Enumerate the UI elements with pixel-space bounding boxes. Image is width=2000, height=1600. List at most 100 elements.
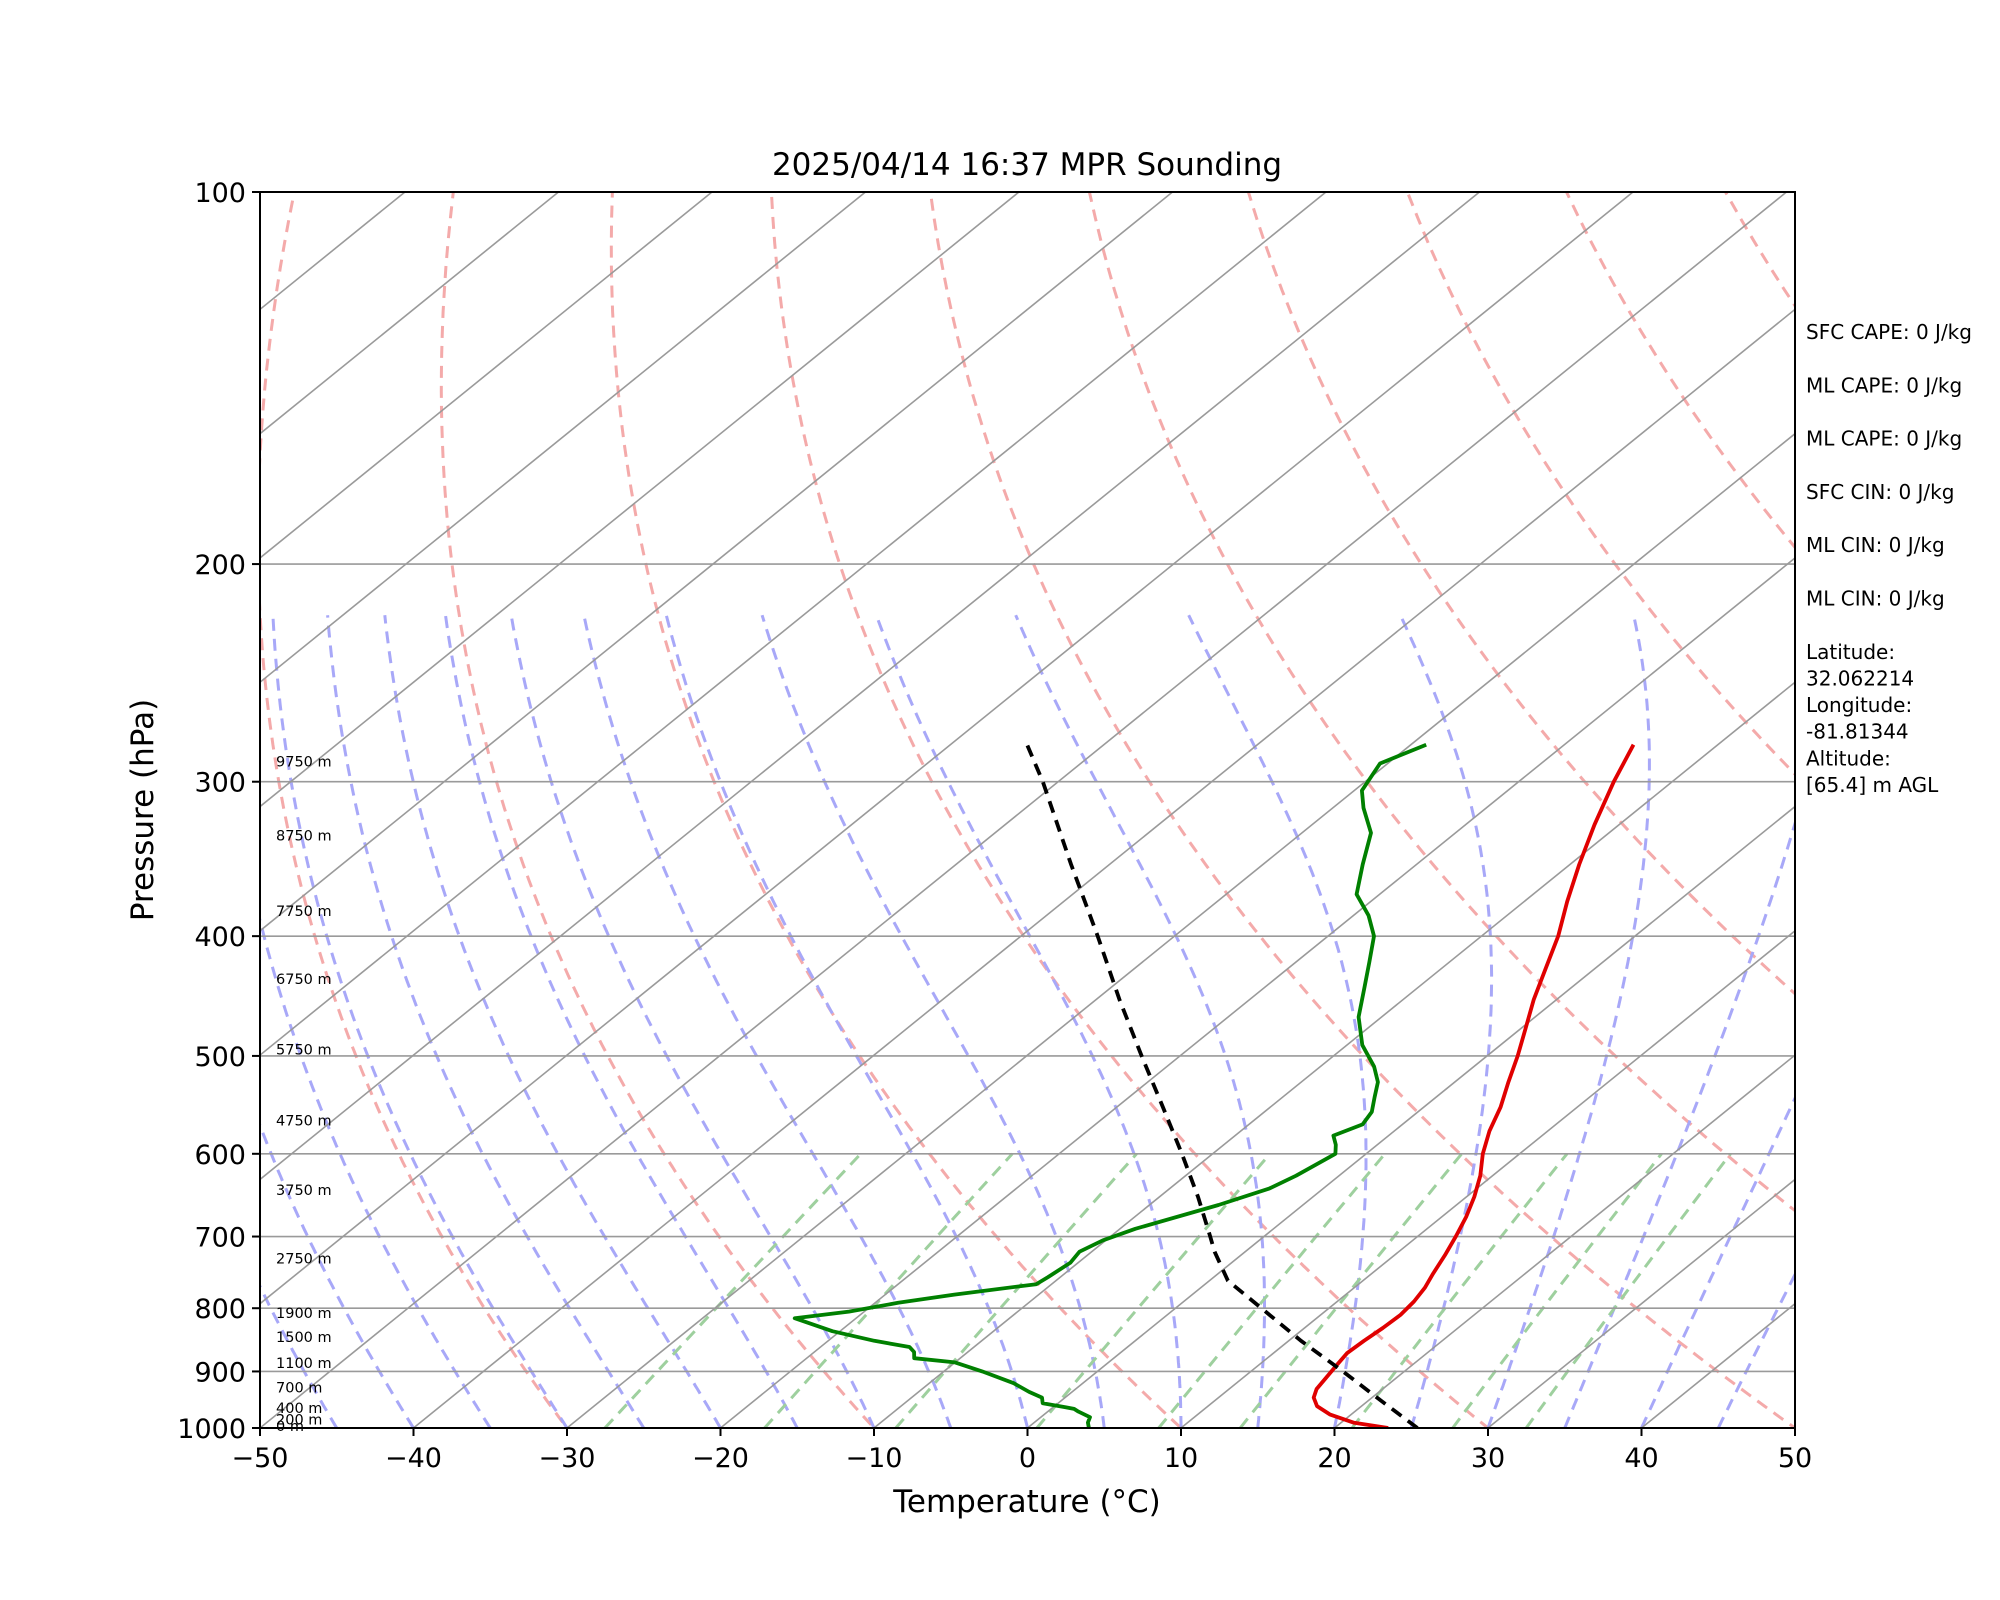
side-panel-text: -81.81344 [1806,720,1909,744]
y-tick-label: 900 [194,1357,246,1388]
side-panel-text: [65.4] m AGL [1806,773,1939,797]
isotherm [260,192,1787,1428]
y-tick-label: 800 [194,1294,246,1325]
temperature-trace [1311,743,1636,1428]
x-axis: −50 −40 −30 −20 −10 0 10 20 30 40 50 [232,1428,1812,1474]
moist-adiabat [509,614,876,1428]
moist-adiabat [1640,1094,1795,1428]
isotherm [260,192,559,435]
isotherm [1026,805,1795,1428]
mixing-ratio-line [894,1152,1138,1428]
moist-adiabat [874,614,1183,1428]
moist-adiabat [444,614,799,1428]
isotherm [873,681,1795,1428]
x-tick-label: −40 [385,1443,442,1474]
moist-adiabat [1486,614,1651,1428]
isotherm [719,556,1795,1428]
grid-lines [260,192,1795,1428]
isotherm [260,192,1480,1181]
isotherm [260,192,713,559]
dry-adiabat [1246,192,1795,996]
isotherm [260,192,1327,1057]
height-label: 8750 m [276,829,332,845]
x-tick-label: −50 [232,1443,289,1474]
dewpoint-trace [792,742,1427,1428]
y-axis-label: Pressure (hPa) [125,699,161,921]
y-tick-label: 1000 [177,1414,246,1445]
x-tick-label: 50 [1778,1443,1812,1474]
mixing-ratio-line [1239,1152,1463,1428]
side-panel-text: ML CIN: 0 J/kg [1806,533,1945,557]
height-label: 4750 m [276,1113,332,1129]
moist-adiabat [1014,614,1266,1428]
moist-adiabat [1716,1271,1795,1428]
plot-frame [259,191,1796,1429]
height-label: 1500 m [276,1330,332,1346]
dry-adiabat [260,192,569,1428]
isotherm [566,432,1795,1428]
y-tick-label: 200 [194,550,246,581]
isotherm [260,192,1020,808]
isotherm [1333,1054,1795,1428]
moist-adiabat [664,614,1029,1428]
sounding-parameters-panel: SFC CAPE: 0 J/kg ML CAPE: 0 J/kg ML CAPE: … [1806,320,1972,797]
dry-adiabat [928,192,1795,1428]
height-label: 200 m [276,1413,322,1429]
mixing-ratio-line [1035,1152,1272,1428]
height-label: 400 m [276,1401,322,1417]
side-panel-text: ML CIN: 0 J/kg [1806,587,1945,611]
side-panel-text: Longitude: [1806,693,1912,717]
chart-title: 2025/04/14 16:37 MPR Sounding [772,147,1282,183]
y-axis: 100 200 300 400 500 600 700 800 900 1000 [177,178,260,1445]
isotherm [1487,1178,1795,1428]
dry-adiabat [439,192,877,1428]
side-panel-text: Latitude: [1806,640,1895,664]
height-label: 700 m [276,1381,322,1397]
side-panel-text: SFC CIN: 0 J/kg [1806,480,1954,504]
side-panel-text: ML CAPE: 0 J/kg [1806,427,1962,451]
sounding-traces [792,742,1636,1428]
moist-adiabat [1563,818,1795,1428]
y-tick-label: 400 [194,922,246,953]
height-label: 9750 m [276,755,332,771]
y-tick-label: 700 [194,1223,246,1254]
dry-adiabat [609,192,1184,1428]
isotherm [1180,929,1795,1428]
dry-adiabat [769,192,1491,1428]
moist-adiabat [760,614,1106,1428]
dry-adiabat [1564,192,1795,550]
x-tick-label: 30 [1471,1443,1505,1474]
x-tick-label: 20 [1317,1443,1351,1474]
mixing-ratio-line [1157,1152,1387,1428]
y-tick-label: 100 [194,178,246,209]
isotherm [260,192,1173,932]
y-tick-label: 600 [194,1140,246,1171]
side-panel-text: SFC CAPE: 0 J/kg [1806,320,1972,344]
mixing-ratio-line [603,1152,862,1428]
moist-adiabat [383,615,722,1428]
x-tick-label: 40 [1624,1443,1658,1474]
x-tick-label: 10 [1164,1443,1198,1474]
height-label: 6750 m [276,972,332,988]
dry-adiabat [1405,192,1795,777]
moist-adiabat [326,615,646,1428]
height-label: 3750 m [276,1183,332,1199]
height-label: 2750 m [276,1252,332,1268]
side-panel-text: 32.062214 [1806,666,1914,690]
moist-adiabat [271,615,569,1428]
x-tick-label: −30 [539,1443,596,1474]
moist-adiabat [260,1283,339,1428]
moist-adiabat [260,1121,415,1428]
moist-adiabat [260,914,492,1428]
moist-adiabat [1187,614,1368,1428]
height-label: 1100 m [276,1356,332,1372]
height-label: 7750 m [276,904,332,920]
isotherm [260,192,1634,1305]
y-tick-label: 500 [194,1042,246,1073]
x-tick-label: −20 [692,1443,749,1474]
isotherm [412,308,1795,1428]
x-tick-label: 0 [1019,1443,1036,1474]
side-panel-text: ML CAPE: 0 J/kg [1806,373,1962,397]
